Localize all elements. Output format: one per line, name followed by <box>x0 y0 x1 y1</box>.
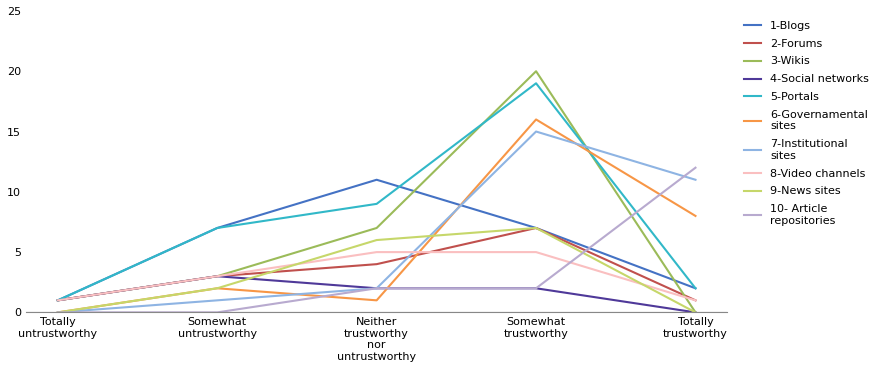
Legend: 1-Blogs, 2-Forums, 3-Wikis, 4-Social networks, 5-Portals, 6-Governamental
sites,: 1-Blogs, 2-Forums, 3-Wikis, 4-Social net… <box>740 17 873 230</box>
